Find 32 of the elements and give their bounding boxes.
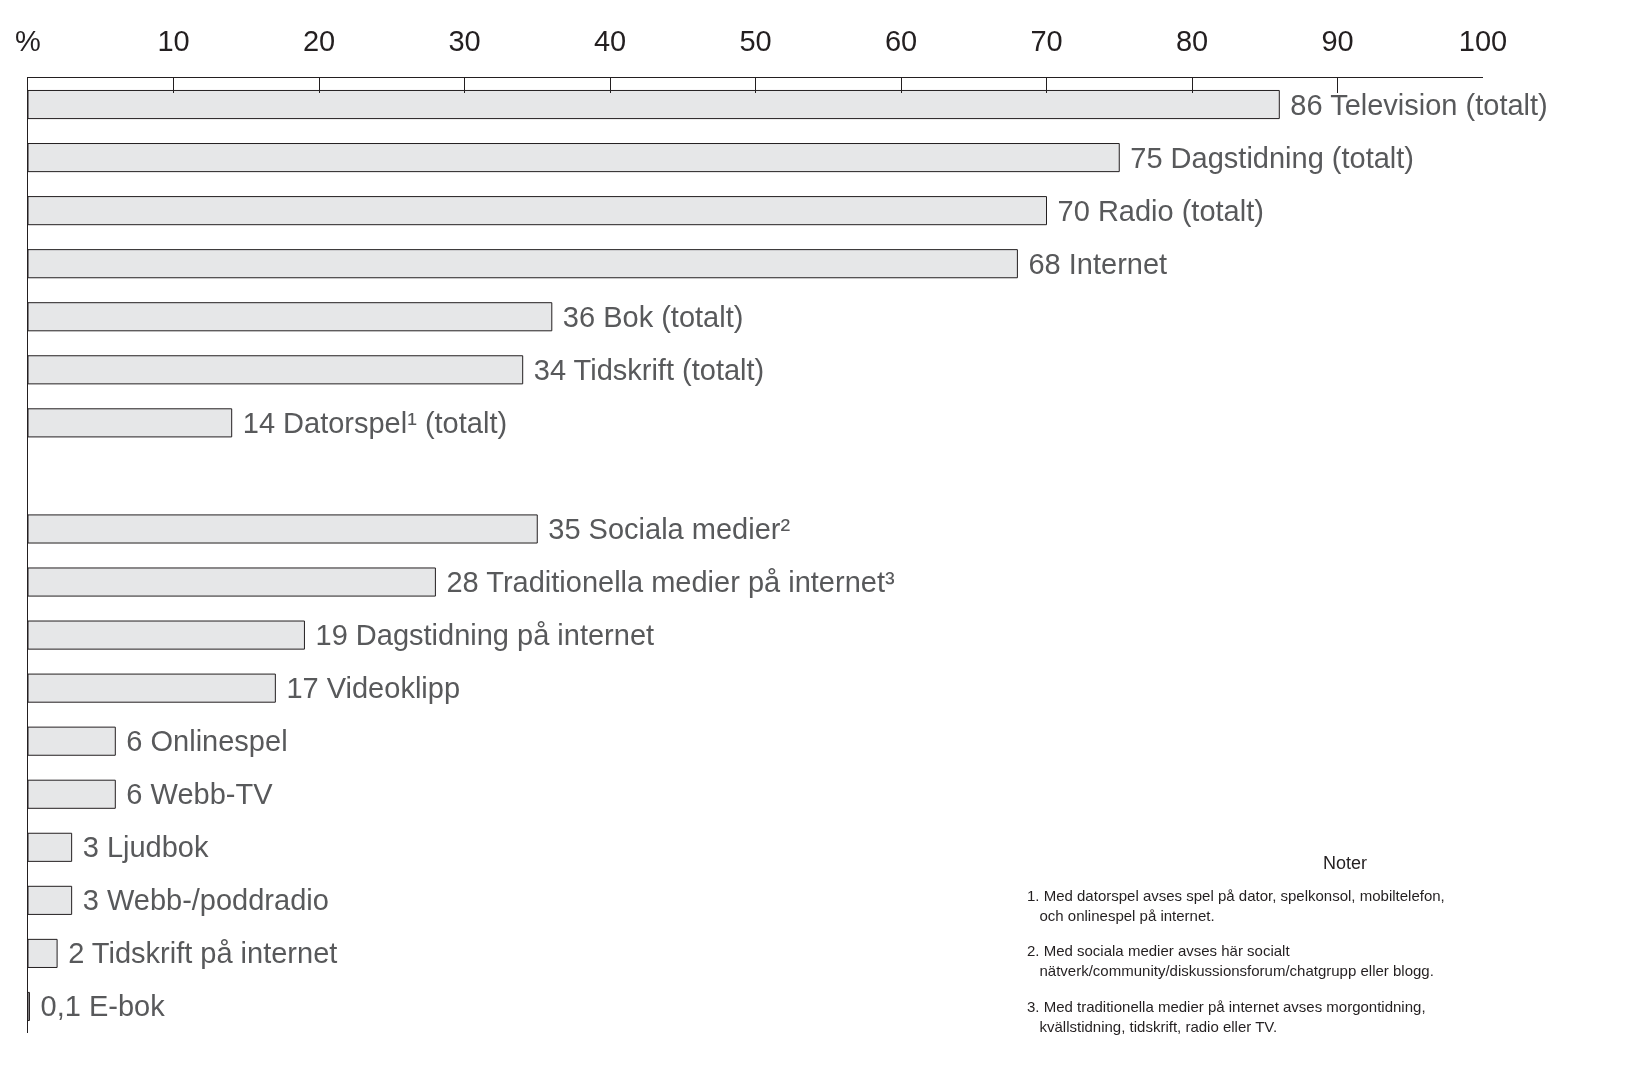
x-tick-label: 10 <box>157 25 190 58</box>
text: 3 Ljudbok <box>82 831 209 864</box>
text: 0,1 E-bok <box>40 990 165 1023</box>
text: 19 Dagstidning på internet <box>315 619 655 652</box>
text: 28 Traditionella medier på internet³ <box>446 566 895 599</box>
text: 36 Bok (totalt) <box>562 300 744 333</box>
x-tick-label: 40 <box>593 25 627 58</box>
x-tick-label: 50 <box>739 25 772 58</box>
text: 34 Tidskrift (totalt) <box>533 353 765 386</box>
x-tick-label: 90 <box>1321 25 1354 58</box>
x-tick-label: % <box>15 25 41 58</box>
annotation: 1. Med datorspel avses spel på dator, spelkonsol, mobiltelefon, och onlinespel på internet. <box>1027 887 1445 924</box>
text: 17 Videoklipp <box>286 672 461 705</box>
x-tick-label: 30 <box>448 25 481 58</box>
text: 75 Dagstidning (totalt) <box>1130 141 1415 174</box>
text: 6 Webb-TV <box>126 778 273 811</box>
text: 3 Webb-/poddradio <box>82 884 329 917</box>
text: 2 Tidskrift på internet <box>68 937 338 970</box>
text: 68 Internet <box>1028 247 1168 280</box>
x-tick-label: 60 <box>884 25 918 58</box>
annotation: 3. Med traditionella medier på internet avses morgontidning, kvällstidning, tidskrift, radio eller TV. <box>1027 998 1426 1035</box>
x-tick-label: 70 <box>1030 25 1063 58</box>
text: 35 Sociala medier² <box>548 512 791 545</box>
x-tick-label: 100 <box>1458 25 1508 58</box>
annotation: Noter <box>1323 853 1368 873</box>
text: 70 Radio (totalt) <box>1057 194 1264 227</box>
text: 86 Television (totalt) <box>1290 88 1548 121</box>
annotation: 2. Med sociala medier avses här socialt nätverk/community/diskussionsforum/chatgrupp eller blogg. <box>1027 942 1434 979</box>
x-tick-label: 80 <box>1175 25 1209 58</box>
text: 14 Datorspel¹ (totalt) <box>242 406 508 439</box>
x-tick-label: 20 <box>302 25 336 58</box>
text: 6 Onlinespel <box>126 725 288 758</box>
